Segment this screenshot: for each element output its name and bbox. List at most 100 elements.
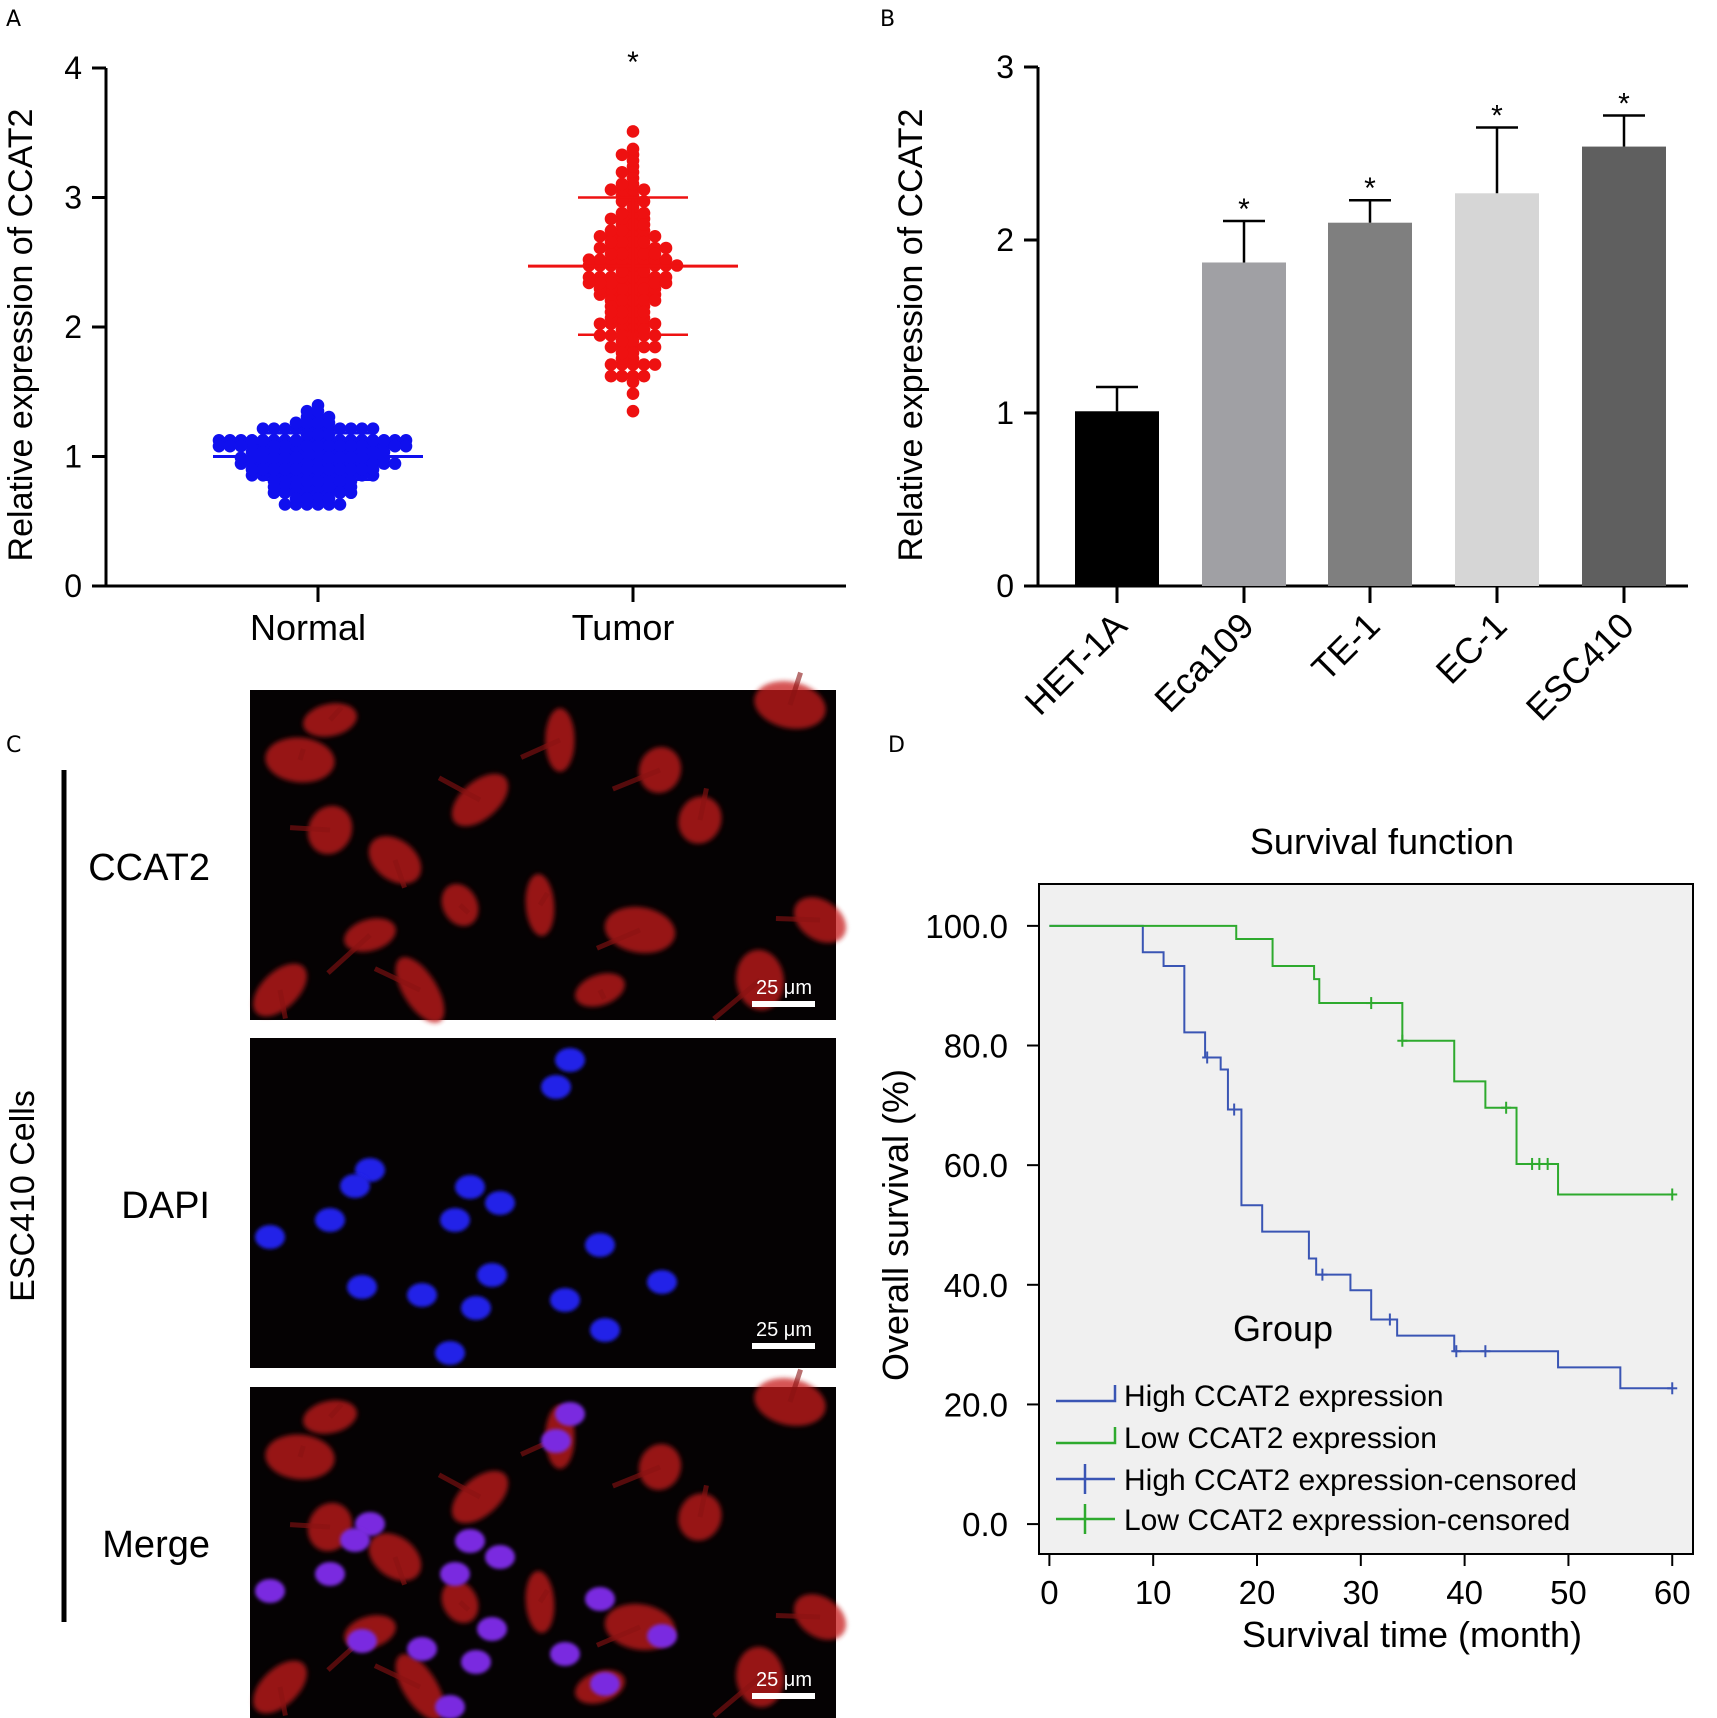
panel-a-y-tick-label: 3 bbox=[64, 180, 82, 216]
panel-b-bar-chart: B Relative expression of CCAT2 0 1 2 3 * * * *… bbox=[880, 7, 1688, 728]
cell-process bbox=[437, 775, 482, 803]
panel-d-x-tick-label: 40 bbox=[1446, 1574, 1483, 1611]
cell-process bbox=[712, 978, 762, 1021]
panel-a-data-point bbox=[615, 265, 629, 278]
panel-a-data-point bbox=[626, 125, 640, 138]
panel-a-data-point bbox=[604, 340, 618, 354]
cell-process bbox=[297, 1445, 306, 1458]
cell-process bbox=[787, 1368, 803, 1403]
panel-d-survival-chart: D Survival function Overall survival (%)… bbox=[875, 733, 1694, 1655]
panel-a-data-point bbox=[300, 428, 314, 441]
legend-entry-label: High CCAT2 expression bbox=[1124, 1380, 1444, 1413]
cell-process bbox=[520, 737, 562, 760]
panel-a-data-point bbox=[615, 305, 629, 319]
panel-a-data-point bbox=[333, 498, 347, 511]
cell-nucleus bbox=[440, 1562, 470, 1586]
panel-d-x-tick-label: 10 bbox=[1135, 1574, 1172, 1611]
panel-a-data-point bbox=[615, 346, 629, 360]
panel-a-data-point bbox=[289, 463, 303, 476]
panel-a-data-point bbox=[604, 224, 618, 237]
panel-a-data-point bbox=[648, 358, 662, 371]
scale-bar-ccat2 bbox=[752, 1001, 815, 1007]
panel-c-microscopy: C ESC410 Cells CCAT2 DAPI Merge 25 μm 25… bbox=[4, 671, 847, 1718]
cell-nucleus bbox=[340, 1528, 370, 1552]
panel-b-significance-star: * bbox=[1491, 100, 1503, 133]
panel-a-data-point bbox=[637, 294, 651, 307]
panel-a-data-point bbox=[256, 422, 270, 435]
panel-a-data-point bbox=[626, 177, 640, 191]
panel-b-x-tick-label: HET-1A bbox=[1017, 605, 1135, 723]
cell-process bbox=[775, 1612, 821, 1620]
panel-a-data-point bbox=[344, 439, 358, 453]
panel-a-data-point bbox=[256, 434, 270, 447]
panel-a-data-point bbox=[637, 323, 651, 336]
panel-a-data-point bbox=[648, 340, 662, 354]
panel-b-bar bbox=[1455, 193, 1539, 587]
panel-d-x-axis-title: Survival time (month) bbox=[1242, 1614, 1582, 1655]
cell-nucleus bbox=[255, 1579, 285, 1603]
panel-a-data-point bbox=[322, 480, 336, 494]
panel-d-plot-area bbox=[1038, 883, 1694, 1555]
panel-a-data-point bbox=[311, 416, 325, 430]
panel-a-data-point bbox=[615, 148, 629, 162]
cell-process bbox=[277, 1686, 288, 1717]
panel-b-y-tick-label: 2 bbox=[996, 222, 1014, 258]
panel-a-data-point bbox=[615, 224, 629, 237]
cell-process bbox=[373, 1663, 422, 1690]
fluorescent-cell bbox=[253, 1660, 307, 1714]
panel-a-data-point bbox=[300, 404, 314, 418]
cell-nucleus bbox=[477, 1617, 507, 1641]
panel-b-y-tick-label: 0 bbox=[996, 568, 1014, 604]
panel-a-data-point bbox=[322, 428, 336, 441]
panel-d-x-tick-label: 50 bbox=[1550, 1574, 1587, 1611]
cell-nucleus bbox=[435, 1341, 465, 1365]
panel-a-data-point bbox=[289, 492, 303, 505]
panel-a-data-point bbox=[604, 247, 618, 261]
panel-a-data-point bbox=[234, 439, 248, 453]
panel-a-data-point bbox=[278, 463, 292, 476]
panel-a-data-point bbox=[637, 369, 651, 383]
panel-a-data-point bbox=[366, 434, 380, 447]
panel-a-data-point bbox=[289, 416, 303, 430]
cell-process bbox=[392, 859, 407, 889]
panel-a-data-point bbox=[366, 422, 380, 435]
panel-a-data-point bbox=[256, 463, 270, 476]
panel-d-y-axis-title: Overall survival (%) bbox=[875, 1069, 916, 1381]
panel-a-data-point bbox=[245, 434, 259, 447]
panel-a-y-tick-label: 1 bbox=[64, 439, 82, 475]
panel-d-x-tick-label: 60 bbox=[1654, 1574, 1691, 1611]
panel-a-data-point bbox=[267, 480, 281, 494]
cell-nucleus bbox=[477, 1263, 507, 1287]
cell-process bbox=[787, 671, 803, 706]
cell-nucleus bbox=[347, 1275, 377, 1299]
panel-a-data-point bbox=[278, 486, 292, 500]
panel-c-row-label-dapi: DAPI bbox=[121, 1185, 210, 1227]
merge-fluorescence-image bbox=[250, 1368, 847, 1718]
panel-a-y-axis-title: Relative expression of CCAT2 bbox=[2, 109, 40, 562]
panel-a-data-point bbox=[615, 165, 629, 179]
panel-a-data-point bbox=[333, 463, 347, 476]
panel-b-x-tick-label: Eca109 bbox=[1146, 605, 1261, 720]
panel-a-y-tick-label: 2 bbox=[64, 309, 82, 345]
panel-a-data-point bbox=[637, 206, 651, 220]
cell-nucleus bbox=[407, 1637, 437, 1661]
cell-process bbox=[537, 1588, 550, 1604]
panel-a-data-point bbox=[333, 422, 347, 435]
cell-process bbox=[297, 748, 306, 761]
cell-process bbox=[437, 1472, 482, 1500]
panel-a-data-point bbox=[322, 439, 336, 453]
panel-a-data-point bbox=[300, 474, 314, 488]
panel-b-y-axis-title: Relative expression of CCAT2 bbox=[892, 109, 930, 562]
cell-process bbox=[537, 891, 550, 907]
panel-a-data-point bbox=[355, 422, 369, 435]
cell-nucleus bbox=[541, 1429, 571, 1453]
cell-nucleus bbox=[461, 1650, 491, 1674]
panel-a-data-point bbox=[344, 480, 358, 494]
panel-a-data-point bbox=[311, 404, 325, 418]
panel-a-x-tick-label: Normal bbox=[250, 607, 366, 648]
panel-b-x-tick-label: ESC410 bbox=[1518, 605, 1642, 729]
panel-a-data-point bbox=[637, 183, 651, 197]
panel-a-data-point bbox=[648, 276, 662, 290]
panel-b-bar bbox=[1075, 411, 1159, 586]
panel-a-data-point bbox=[245, 463, 259, 476]
